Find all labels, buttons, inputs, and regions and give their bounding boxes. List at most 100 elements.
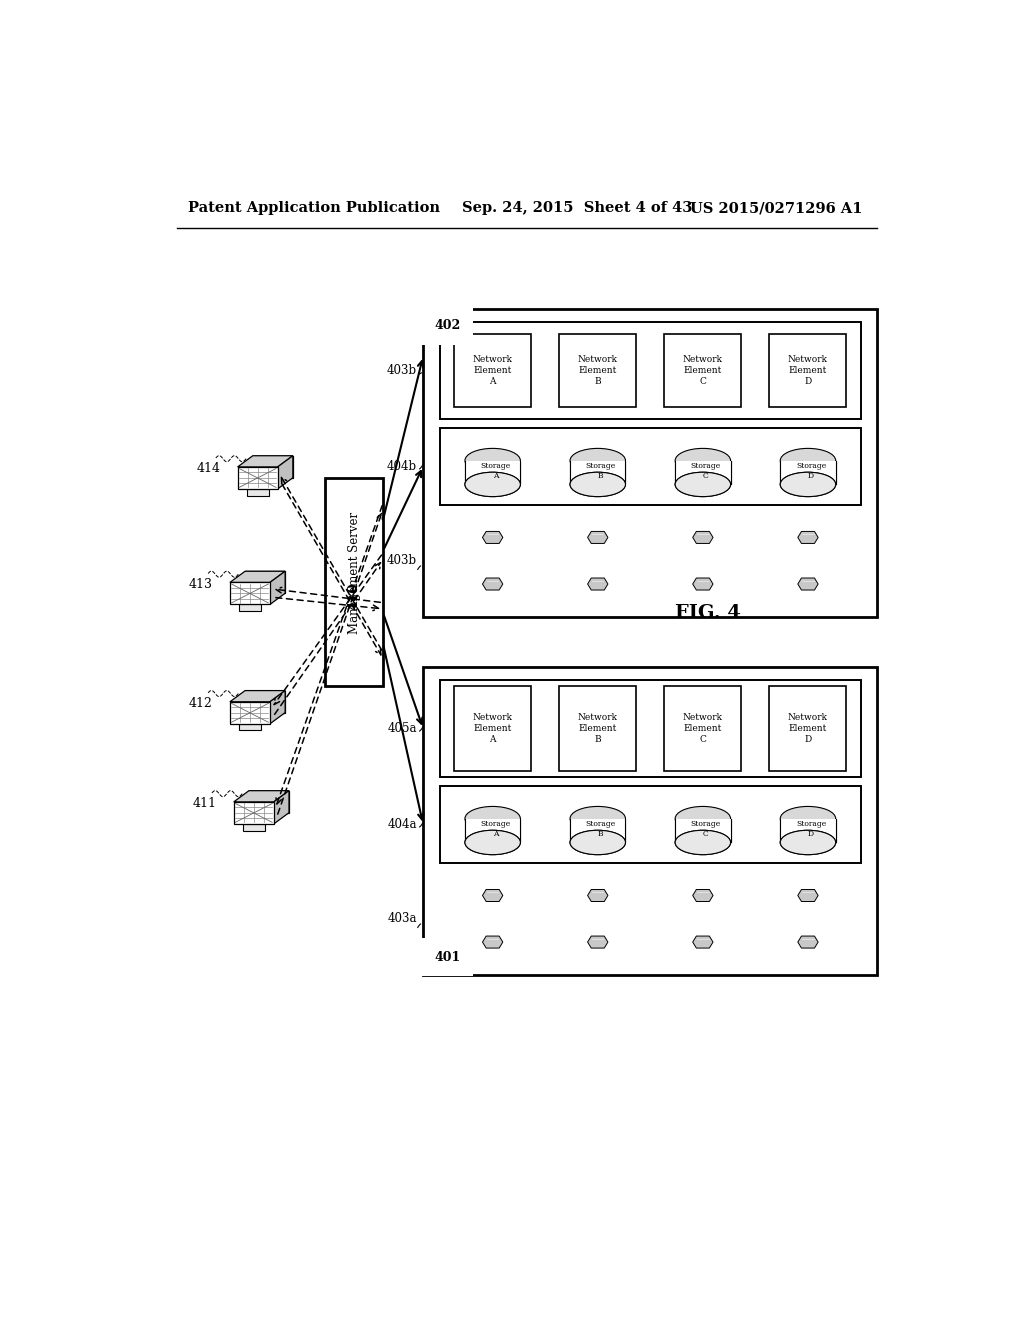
- Bar: [326, 478, 383, 686]
- Text: 412: 412: [189, 697, 213, 710]
- Polygon shape: [692, 578, 713, 590]
- Bar: [465, 461, 520, 484]
- Polygon shape: [692, 890, 713, 902]
- Polygon shape: [588, 890, 608, 902]
- Polygon shape: [798, 578, 818, 590]
- Text: Storage
C: Storage C: [691, 821, 721, 838]
- Polygon shape: [798, 936, 818, 948]
- Text: Patent Application Publication: Patent Application Publication: [188, 202, 440, 215]
- Text: Network
Element
D: Network Element D: [787, 355, 828, 387]
- Ellipse shape: [465, 830, 520, 854]
- Polygon shape: [482, 578, 503, 590]
- Ellipse shape: [780, 473, 836, 496]
- Bar: [423, 667, 878, 974]
- Polygon shape: [588, 532, 608, 544]
- Bar: [440, 322, 860, 418]
- Text: FIG. 4: FIG. 4: [675, 603, 741, 622]
- Ellipse shape: [465, 449, 520, 473]
- Polygon shape: [230, 702, 270, 723]
- Text: Management Server: Management Server: [348, 512, 360, 634]
- Text: Network
Element
C: Network Element C: [683, 355, 723, 387]
- Bar: [247, 488, 268, 495]
- FancyBboxPatch shape: [769, 686, 847, 771]
- Ellipse shape: [780, 807, 836, 830]
- Ellipse shape: [675, 473, 730, 496]
- Ellipse shape: [780, 830, 836, 854]
- Polygon shape: [238, 455, 293, 467]
- Text: Network
Element
A: Network Element A: [473, 355, 513, 387]
- Ellipse shape: [780, 449, 836, 473]
- Ellipse shape: [570, 830, 626, 854]
- Ellipse shape: [465, 807, 520, 830]
- Bar: [675, 818, 730, 842]
- Bar: [440, 681, 860, 776]
- Ellipse shape: [570, 449, 626, 473]
- Ellipse shape: [465, 473, 520, 496]
- Bar: [675, 461, 730, 484]
- Bar: [465, 818, 520, 842]
- Ellipse shape: [465, 473, 520, 496]
- Text: Storage
B: Storage B: [586, 462, 616, 479]
- Polygon shape: [238, 467, 278, 488]
- Text: Storage
A: Storage A: [480, 462, 511, 479]
- Polygon shape: [249, 791, 289, 813]
- FancyBboxPatch shape: [455, 334, 531, 407]
- FancyBboxPatch shape: [455, 686, 531, 771]
- Polygon shape: [588, 578, 608, 590]
- Polygon shape: [245, 572, 285, 593]
- Text: Network
Element
B: Network Element B: [578, 355, 617, 387]
- Text: 414: 414: [197, 462, 220, 475]
- Text: 413: 413: [189, 578, 213, 591]
- Polygon shape: [798, 890, 818, 902]
- Polygon shape: [273, 791, 289, 824]
- Ellipse shape: [675, 807, 730, 830]
- FancyBboxPatch shape: [665, 686, 741, 771]
- Text: 404a: 404a: [387, 818, 417, 832]
- FancyBboxPatch shape: [559, 686, 636, 771]
- Bar: [465, 461, 520, 484]
- Bar: [423, 309, 878, 616]
- Bar: [570, 818, 626, 842]
- Polygon shape: [278, 455, 293, 488]
- Text: 403b: 403b: [387, 364, 417, 378]
- Text: 410: 410: [348, 582, 360, 610]
- Ellipse shape: [465, 830, 520, 854]
- Text: Storage
D: Storage D: [796, 821, 826, 838]
- Polygon shape: [482, 532, 503, 544]
- Bar: [780, 818, 836, 842]
- Bar: [675, 818, 730, 842]
- Text: Storage
A: Storage A: [480, 821, 511, 838]
- Ellipse shape: [780, 830, 836, 854]
- FancyBboxPatch shape: [559, 334, 636, 407]
- Ellipse shape: [675, 449, 730, 473]
- Polygon shape: [692, 936, 713, 948]
- Polygon shape: [233, 801, 273, 824]
- Bar: [570, 461, 626, 484]
- Polygon shape: [482, 890, 503, 902]
- Polygon shape: [230, 572, 285, 582]
- Text: Storage
C: Storage C: [691, 462, 721, 479]
- Ellipse shape: [570, 830, 626, 854]
- Ellipse shape: [675, 830, 730, 854]
- FancyBboxPatch shape: [769, 334, 847, 407]
- Text: 405a: 405a: [387, 722, 417, 735]
- Ellipse shape: [570, 473, 626, 496]
- Polygon shape: [233, 791, 289, 801]
- Text: 411: 411: [193, 797, 217, 810]
- Ellipse shape: [780, 473, 836, 496]
- Bar: [570, 461, 626, 484]
- Polygon shape: [588, 936, 608, 948]
- Bar: [239, 723, 261, 730]
- Text: 403b: 403b: [387, 554, 417, 568]
- Text: 403a: 403a: [387, 912, 417, 925]
- Text: Sep. 24, 2015  Sheet 4 of 43: Sep. 24, 2015 Sheet 4 of 43: [462, 202, 692, 215]
- Polygon shape: [270, 572, 285, 605]
- Text: Storage
B: Storage B: [586, 821, 616, 838]
- Polygon shape: [253, 455, 293, 478]
- Bar: [780, 818, 836, 842]
- Ellipse shape: [675, 830, 730, 854]
- Polygon shape: [482, 936, 503, 948]
- Text: Network
Element
D: Network Element D: [787, 713, 828, 744]
- Polygon shape: [245, 690, 285, 713]
- Text: Network
Element
A: Network Element A: [473, 713, 513, 744]
